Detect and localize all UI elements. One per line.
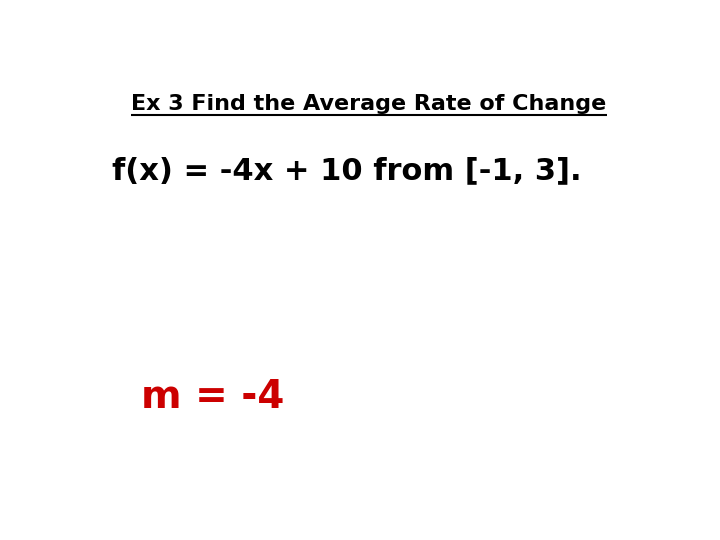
Text: m = -4: m = -4 [141, 379, 284, 416]
Text: Ex 3 Find the Average Rate of Change: Ex 3 Find the Average Rate of Change [131, 94, 607, 114]
Text: f(x) = -4x + 10 from [-1, 3].: f(x) = -4x + 10 from [-1, 3]. [112, 156, 582, 185]
